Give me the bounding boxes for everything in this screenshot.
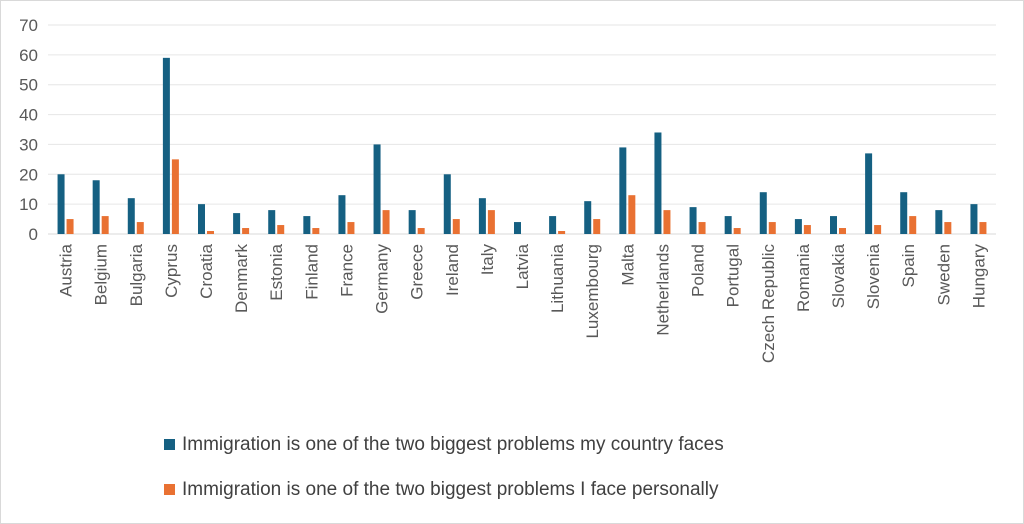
bar-country-latvia (514, 222, 521, 234)
bars (57, 57, 987, 234)
bar-country-hungary (970, 204, 978, 234)
x-category-label: Estonia (267, 243, 286, 300)
x-category-label: Ireland (443, 244, 462, 296)
bar-country-netherlands (654, 132, 662, 234)
bar-country-ireland (443, 174, 451, 234)
bar-personal-lithuania (558, 231, 566, 234)
bar-country-austria (57, 174, 65, 234)
bar-personal-austria (66, 219, 74, 234)
x-category-label: Latvia (513, 243, 532, 289)
legend: Immigration is one of the two biggest pr… (164, 434, 724, 500)
x-category-label: Slovenia (864, 243, 883, 309)
bar-personal-estonia (277, 225, 285, 234)
bar-country-lithuania (549, 216, 557, 234)
bar-personal-greece (417, 228, 425, 234)
y-tick-label: 40 (19, 106, 38, 125)
x-category-label: Greece (408, 244, 427, 300)
bar-country-romania (794, 219, 802, 234)
x-category-label: Bulgaria (127, 243, 146, 306)
bar-country-cyprus (162, 57, 170, 234)
bar-country-finland (303, 216, 311, 234)
x-category-label: Malta (618, 243, 637, 285)
y-tick-label: 50 (19, 76, 38, 95)
bar-personal-finland (312, 228, 320, 234)
y-axis-ticks: 0 10 20 30 40 50 60 70 (19, 16, 38, 244)
x-category-label: Portugal (724, 244, 743, 307)
bar-country-france (338, 195, 346, 234)
bar-personal-spain (909, 216, 917, 234)
bar-country-greece (408, 210, 416, 234)
bar-personal-ireland (452, 219, 460, 234)
x-category-label: Spain (899, 244, 918, 287)
bar-personal-luxembourg (593, 219, 601, 234)
y-tick-label: 60 (19, 46, 38, 65)
x-category-label: France (337, 244, 356, 297)
x-axis-categories: Austria Belgium Bulgaria Cyprus Croatia Denma… (57, 243, 989, 363)
bar-country-czech-republic (759, 192, 767, 234)
x-category-label: Romania (794, 243, 813, 312)
x-category-label: Luxembourg (583, 244, 602, 339)
bar-personal-netherlands (663, 210, 671, 234)
bar-personal-poland (698, 222, 706, 234)
bar-personal-hungary (979, 222, 987, 234)
bar-country-italy (478, 198, 486, 234)
bar-country-luxembourg (584, 201, 592, 234)
bar-personal-czech-republic (768, 222, 776, 234)
bar-country-croatia (198, 204, 205, 234)
bar-country-malta (619, 147, 627, 234)
x-category-label: Germany (373, 244, 392, 314)
bar-personal-slovenia (874, 225, 882, 234)
y-tick-label: 30 (19, 135, 38, 154)
gridlines (48, 24, 996, 235)
x-category-label: Lithuania (548, 243, 567, 313)
bar-country-portugal (724, 216, 732, 234)
x-category-label: Sweden (934, 244, 953, 305)
bar-country-sweden (935, 210, 943, 234)
x-category-label: Austria (57, 243, 76, 296)
bar-personal-france (347, 222, 355, 234)
x-category-label: Croatia (197, 243, 216, 298)
bar-personal-germany (382, 210, 390, 234)
bar-personal-bulgaria (136, 222, 144, 234)
bar-country-bulgaria (127, 198, 135, 234)
y-tick-label: 10 (19, 195, 38, 214)
bar-personal-belgium (101, 216, 109, 234)
bar-country-spain (900, 192, 908, 234)
legend-label: Immigration is one of the two biggest pr… (182, 434, 724, 455)
y-tick-label: 0 (29, 225, 38, 244)
y-tick-label: 70 (19, 16, 38, 35)
bar-personal-cyprus (171, 159, 179, 234)
bar-personal-slovakia (839, 228, 846, 234)
legend-swatch (164, 439, 175, 450)
bar-personal-sweden (944, 222, 952, 234)
legend-label: Immigration is one of the two biggest pr… (182, 479, 719, 500)
x-category-label: Denmark (232, 244, 251, 313)
bar-country-slovenia (865, 153, 873, 234)
bar-personal-romania (803, 225, 811, 234)
x-category-label: Italy (478, 244, 497, 276)
x-category-label: Hungary (969, 244, 988, 309)
x-category-label: Belgium (92, 244, 111, 305)
bar-personal-denmark (242, 228, 250, 234)
x-category-label: Netherlands (653, 244, 672, 336)
x-category-label: Czech Republic (759, 244, 778, 364)
legend-swatch (164, 484, 175, 495)
x-category-label: Poland (689, 244, 708, 297)
bar-country-germany (373, 144, 381, 234)
x-category-label: Finland (302, 244, 321, 300)
bar-country-slovakia (830, 216, 837, 234)
bar-country-denmark (233, 213, 241, 234)
bar-personal-italy (487, 210, 495, 234)
bar-country-poland (689, 207, 697, 234)
x-category-label: Cyprus (162, 244, 181, 298)
bar-personal-portugal (733, 228, 741, 234)
x-category-label: Slovakia (829, 243, 848, 308)
bar-country-estonia (268, 210, 276, 234)
bar-personal-croatia (207, 231, 214, 234)
bar-country-belgium (92, 180, 100, 234)
bar-personal-malta (628, 195, 636, 234)
y-tick-label: 20 (19, 165, 38, 184)
